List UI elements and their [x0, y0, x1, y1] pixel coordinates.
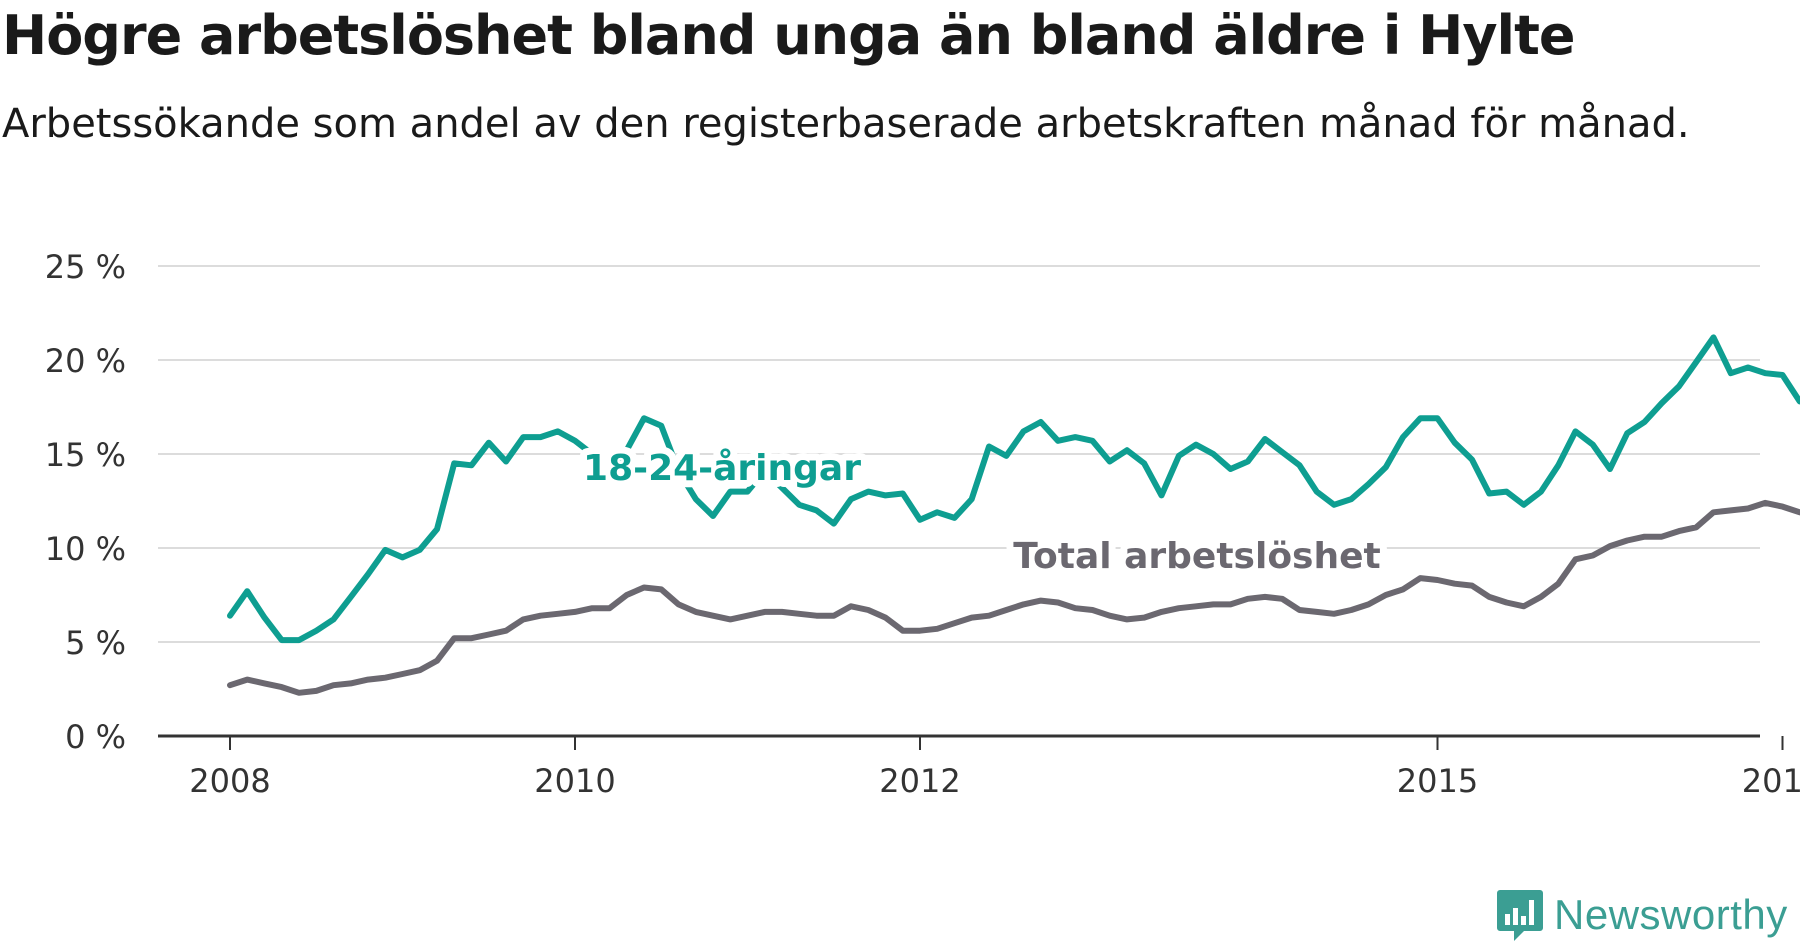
newsworthy-logo: Newsworthy [1496, 888, 1788, 942]
x-axis-ticks: 20082010201220152017202020222024 [189, 736, 1800, 800]
x-tick-label: 2017 [1742, 762, 1800, 800]
y-tick-label: 5 % [65, 624, 126, 662]
x-tick-label: 2012 [879, 762, 960, 800]
x-tick-label: 2015 [1397, 762, 1478, 800]
y-tick-label: 10 % [45, 530, 126, 568]
chart-subtitle: Arbetssökande som andel av den registerb… [2, 101, 1690, 147]
series-line-youth [227, 334, 1800, 644]
x-tick-label: 2010 [534, 762, 615, 800]
series-label-youth: 18-24-åringar [583, 448, 861, 489]
y-tick-label: 25 % [45, 248, 126, 286]
series-label-total: Total arbetslöshet [1013, 536, 1381, 577]
newsworthy-logo-icon [1497, 890, 1543, 941]
chart-title: Högre arbetslöshet bland unga än bland ä… [2, 4, 1576, 67]
y-axis-ticks: 0 % 5 % 10 % 15 % 20 % 25 % [45, 248, 126, 756]
grid-lines [158, 265, 1760, 738]
series-line-total [227, 499, 1800, 696]
y-tick-label: 0 % [65, 718, 126, 756]
y-tick-label: 20 % [45, 342, 126, 380]
y-tick-label: 15 % [45, 436, 126, 474]
newsworthy-logo-text: Newsworthy [1554, 891, 1788, 938]
series-lines [227, 334, 1800, 696]
x-tick-label: 2008 [189, 762, 270, 800]
